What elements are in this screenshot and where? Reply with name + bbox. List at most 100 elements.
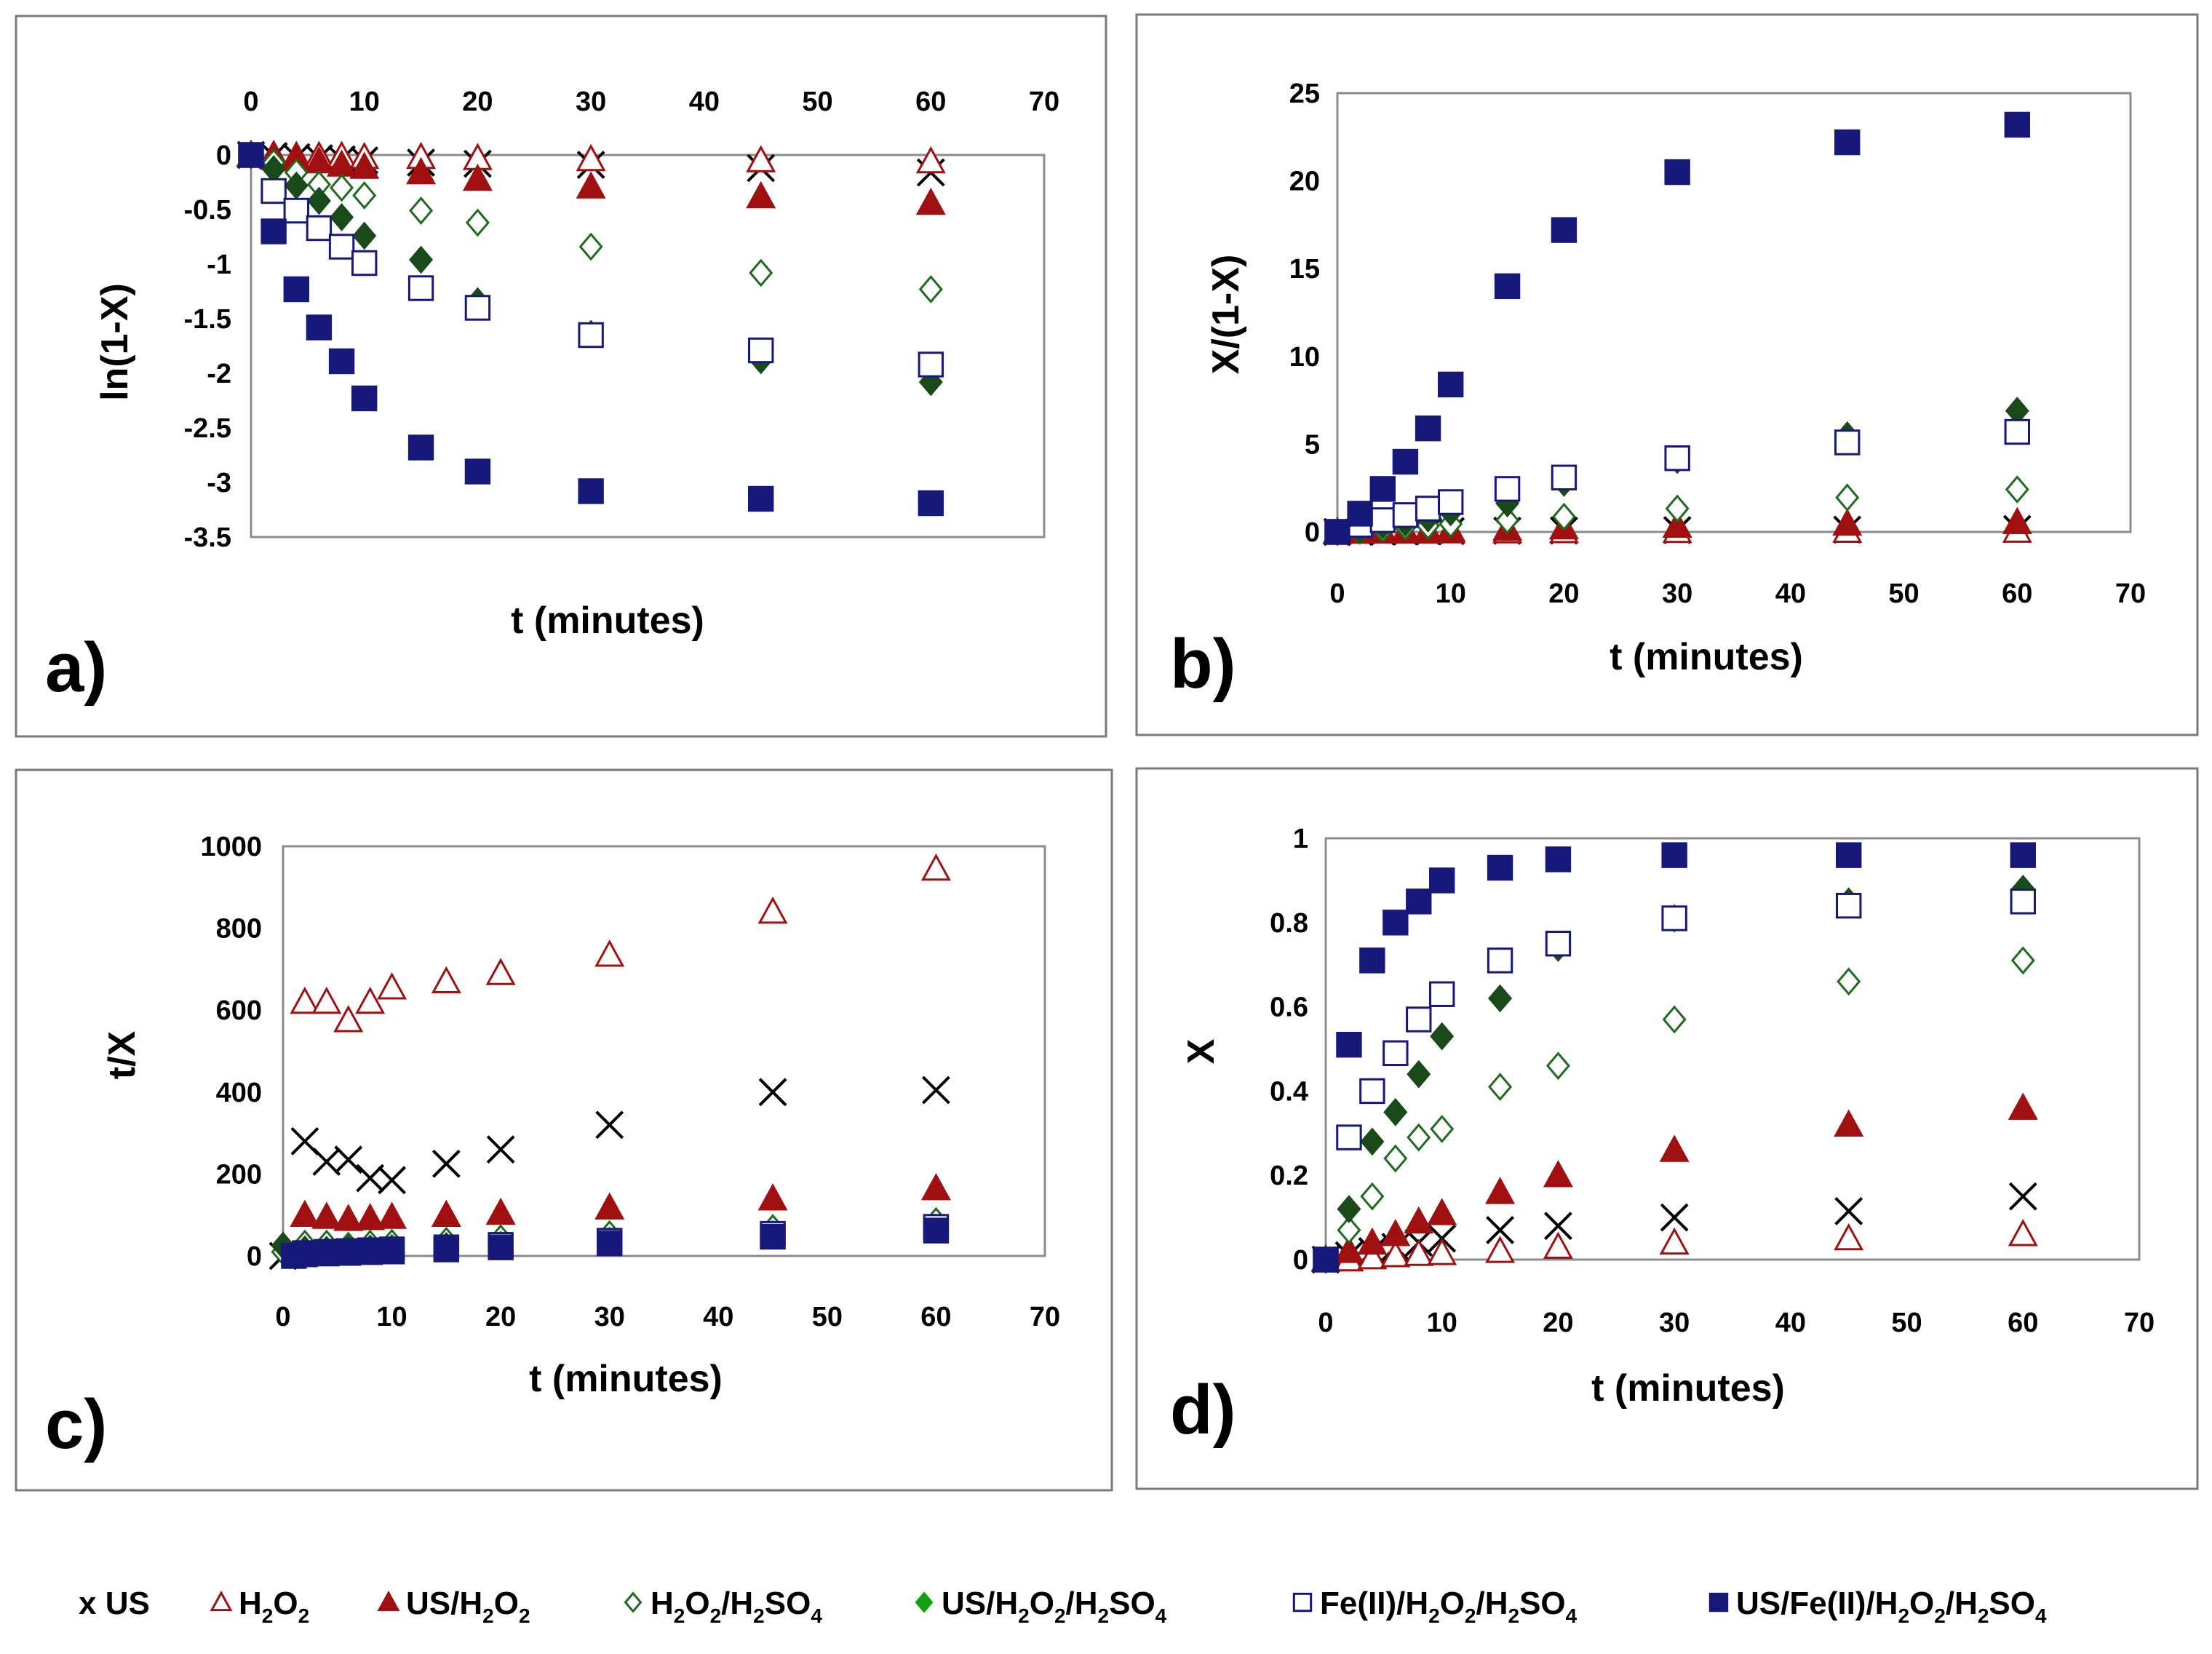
legend-label-part-fe_h2o2_h2so4-3: 2	[1465, 1605, 1476, 1627]
panel-c-point-us_h2o2-9	[920, 1172, 951, 1201]
panel-d-y-tick-0: 0	[1293, 1245, 1308, 1276]
panel-c-point-us-8-stroke-2	[595, 1110, 624, 1140]
legend-label-part-h2o2_h2so4-4: /H	[721, 1586, 753, 1621]
panel-c-point-us-9	[758, 1078, 787, 1107]
panel-a-point-us_fe_h2o2_h2so4-1	[260, 218, 287, 244]
panel-a-point-fe_h2o2_h2so4-9	[748, 337, 774, 364]
panel-d-point-h2o2_h2so4-10	[2010, 946, 2035, 975]
panel-d-point-us-10-stroke-2	[2008, 1182, 2037, 1211]
panel-d-point-us-9-stroke-2	[1834, 1197, 1863, 1225]
legend-label-part-fe_h2o2_h2so4-6: SO	[1519, 1586, 1566, 1621]
panel-d-point-us-6	[1486, 1216, 1514, 1244]
panel-a-point-h2o2_h2so4-9	[749, 258, 773, 287]
panel-c-series-h2o2	[290, 853, 951, 1033]
panel-a-x-tick-4: 40	[689, 87, 720, 117]
legend-label-us_fe_h2o2_h2so4: US/Fe(II)/H2O2/H2SO4	[1736, 1586, 2047, 1627]
panel-a-point-h2o2-8	[576, 143, 606, 172]
legend-label-part-us_h2o2-1: 2	[482, 1605, 494, 1627]
panel-c-point-us_fe_h2o2_h2so4-6	[433, 1236, 460, 1263]
panel-c-x-tick-5: 50	[812, 1302, 843, 1332]
panel-a-x-tick-0: 0	[243, 87, 258, 117]
panel-d-series-h2o2_h2so4	[1313, 946, 2035, 1274]
panel-a-point-h2o2-10	[915, 146, 946, 174]
legend-label-part-us_h2o2_h2so4-3: 2	[1054, 1605, 1066, 1627]
panel-a-x-tick-5: 50	[802, 87, 832, 117]
panel-b-x-axis-title: t (minutes)	[1610, 636, 1803, 678]
panel-c-y-tick-0: 0	[247, 1241, 262, 1272]
panel-c-point-h2o2-8	[757, 896, 788, 924]
panel-a-point-us_h2o2-10	[915, 187, 946, 215]
panel-b-point-fe_h2o2_h2so4-3	[1392, 502, 1419, 528]
panel-b-point-us_h2o2-9	[1832, 508, 1863, 536]
panel-d-point-us_h2o2-6	[1485, 1177, 1516, 1204]
panel-d-point-h2o2_h2so4-2	[1360, 1182, 1385, 1211]
panel-c-point-us-6	[431, 1149, 461, 1178]
legend-marker-us_fe_h2o2_h2so4	[1708, 1592, 1729, 1613]
panel-a-x-tick-2: 20	[462, 87, 493, 117]
panel-d-point-fe_h2o2_h2so4-8	[1661, 905, 1687, 931]
panel-a-point-us_fe_h2o2_h2so4-6	[407, 434, 434, 461]
panel-d-point-us-7	[1544, 1212, 1572, 1241]
panel-d-point-h2o2_h2so4-4	[1407, 1123, 1431, 1152]
panel-a-y-tick-4: -2	[207, 359, 231, 389]
panel-b-x-tick-2: 20	[1548, 578, 1579, 609]
panel-b-x-tick-3: 30	[1662, 578, 1692, 609]
panel-b-point-us_fe_h2o2_h2so4-2	[1369, 476, 1396, 502]
panel-c-point-us_h2o2-1	[311, 1201, 342, 1229]
panel-d-point-us_fe_h2o2_h2so4-6	[1487, 854, 1513, 881]
legend-label-part-fe_h2o2_h2so4-7: 4	[1566, 1605, 1578, 1627]
panel-a-point-us_fe_h2o2_h2so4-8	[578, 478, 604, 504]
panel-c-x-tick-6: 60	[920, 1302, 951, 1332]
panel-c-x-tick-3: 30	[594, 1302, 625, 1332]
panel-a-x-tick-7: 70	[1029, 87, 1059, 117]
panel-a: 0 10 20 30 40 50 60 70 0 -0.5 -1 -1.5 -2 -2.5 -3 -3.5 t …	[45, 87, 1059, 707]
panel-d-point-us_h2o2-9	[1834, 1109, 1864, 1137]
panel-b-point-fe_h2o2_h2so4-4	[1415, 496, 1441, 522]
panel-a-label: a)	[45, 629, 107, 707]
chart-panels: 0 10 20 30 40 50 60 700-0.5-1-1.5-2-2.5-3-3.5t …	[45, 79, 2155, 1463]
panel-a-y-tick-5: -2.5	[184, 413, 231, 444]
legend-item-fe_h2o2_h2so4: Fe(II)/H2O2/H2SO4	[1292, 1586, 1578, 1627]
panel-b-point-fe_h2o2_h2so4-7	[1551, 464, 1578, 490]
panel-d-label: d)	[1170, 1371, 1236, 1449]
panel-c-point-h2o2-6	[485, 958, 516, 985]
panel-a-point-fe_h2o2_h2so4-6	[407, 275, 434, 301]
panel-c-point-us_h2o2-3	[355, 1203, 386, 1230]
panel-c-point-h2o2-2	[333, 1005, 364, 1033]
panel-d-y-tick-1: 0.2	[1270, 1161, 1308, 1191]
panel-c-point-us_h2o2-2	[333, 1204, 364, 1231]
panel-b-point-us_h2o2-10	[2002, 506, 2032, 534]
panel-d-x-tick-6: 60	[2008, 1308, 2038, 1338]
panel-d-point-us_fe_h2o2_h2so4-5	[1429, 867, 1455, 894]
panel-c-series-us_fe_h2o2_h2so4	[281, 1217, 950, 1269]
panel-b-y-tick-4: 20	[1289, 167, 1320, 197]
panel-a-plot-area	[250, 154, 1046, 538]
legend-label-part-us_h2o2_h2so4-6: SO	[1109, 1586, 1155, 1621]
panel-b-y-tick-1: 5	[1305, 429, 1320, 460]
legend-label-part-fe_h2o2_h2so4-1: 2	[1428, 1605, 1440, 1627]
panel-d-point-us_h2o2-7	[1543, 1160, 1573, 1188]
panel-d-plot-area	[1324, 837, 2141, 1261]
panel-b-point-h2o2_h2so4-7	[1551, 502, 1576, 531]
panel-c-label: c)	[45, 1385, 107, 1463]
legend-label-part-fe_h2o2_h2so4-5: 2	[1508, 1605, 1520, 1627]
panel-d-point-fe_h2o2_h2so4-1	[1336, 1124, 1362, 1150]
legend-label-us: x US	[79, 1586, 150, 1621]
panel-a-point-us_h2o2-5	[349, 151, 380, 179]
panel-b-x-tick-4: 40	[1775, 578, 1806, 609]
panel-a-point-h2o2_h2so4-10	[918, 275, 943, 303]
panel-a-point-h2o2_h2so4-8	[578, 232, 603, 261]
panel-d-point-us_fe_h2o2_h2so4-1	[1336, 1032, 1362, 1058]
panel-d-point-fe_h2o2_h2so4-6	[1487, 947, 1513, 974]
panel-b-point-h2o2_h2so4-6	[1495, 506, 1520, 535]
legend-marker-fe_h2o2_h2so4	[1292, 1592, 1313, 1613]
panel-b-point-h2o2_h2so4-8	[1665, 494, 1690, 523]
panel-c-x-tick-2: 20	[485, 1302, 516, 1332]
panel-d-y-axis-title: X	[1180, 1038, 1222, 1064]
legend-item-us_fe_h2o2_h2so4: US/Fe(II)/H2O2/H2SO4	[1708, 1586, 2047, 1627]
panel-a-point-us_h2o2-6	[406, 156, 437, 185]
legend-label-part-us_fe_h2o2_h2so4-3: 2	[1934, 1605, 1946, 1627]
panel-d-point-us_fe_h2o2_h2so4-10	[2010, 842, 2036, 868]
panel-d-point-fe_h2o2_h2so4-4	[1406, 1006, 1432, 1033]
panel-d-point-h2o2_h2so4-1	[1337, 1216, 1361, 1244]
